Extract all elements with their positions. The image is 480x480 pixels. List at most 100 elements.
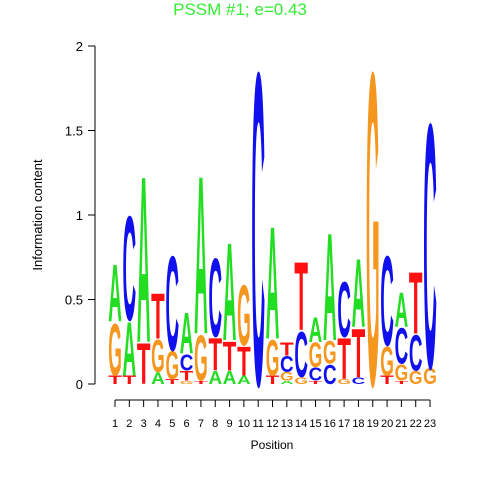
letter-glyph: T [180,368,195,383]
x-tick-label: 14 [295,418,307,430]
letter-glyph: T [165,378,179,386]
letter-glyph: T [294,242,308,351]
x-tick-label: 7 [198,418,204,430]
logo-letter: C [123,186,137,352]
letter-glyph: G [266,329,280,386]
letter-glyph: G [237,268,251,364]
logo-letter: G [366,0,380,480]
letter-glyph: G [366,0,380,480]
logo-letter: C [309,365,323,386]
letter-glyph: C [323,359,337,391]
logo-letter: G [423,364,437,390]
letter-glyph: A [194,129,208,382]
logo-letter: T [294,242,308,351]
letter-glyph: T [208,330,222,382]
x-tick-label: 12 [266,418,278,430]
logo-letter: C [337,267,351,355]
logo-letter: G [194,321,208,394]
letter-glyph: T [266,374,280,387]
letter-glyph: T [337,327,351,392]
y-tick-label: 1.5 [65,124,83,139]
letter-glyph: G [280,370,294,383]
logo-letter: A [208,368,222,389]
logo-letter: C [409,324,423,381]
x-tick-label: 11 [252,418,263,430]
logo-letter: G [309,335,323,375]
letter-glyph: A [208,368,222,389]
logo-letter: T [123,374,137,387]
letter-glyph: T [395,380,410,385]
letter-glyph: A [137,127,151,392]
letter-glyph: T [409,255,423,353]
logo-letter: G [409,368,423,389]
logo-letter: C [423,52,437,442]
logo-letter: A [280,380,295,385]
logo-letter: G [294,376,308,386]
logo-letter: G [380,338,394,385]
x-tick-label: 9 [226,418,232,430]
letter-glyph: C [208,236,222,361]
logo-letter: T [409,255,423,353]
logo-letter: C [294,318,308,391]
letter-glyph: C [380,230,394,373]
letter-glyph: C [165,229,179,380]
letter-glyph: A [352,238,366,347]
logo-letter: T [165,378,179,386]
logo-letter: T [237,338,251,385]
x-tick-label: 17 [338,418,350,430]
logo-letter: T [137,332,151,397]
letter-glyph: C [123,186,137,352]
logo-letter: T [180,368,195,383]
logo-letter: C [251,0,265,480]
letter-glyph: T [380,374,394,387]
letter-glyph: C [352,376,367,386]
logo-letter: T [337,327,351,392]
x-tick-label: 3 [141,418,147,430]
logo-letter: A [223,215,237,371]
letter-glyph: T [309,380,324,385]
letter-glyph: G [180,380,194,385]
letter-glyph: T [223,333,237,380]
logo-letter: C [395,317,409,374]
logo-letter: A [180,301,194,366]
letter-glyph: A [223,215,237,371]
logo-letter: C [352,376,367,386]
logo-letter: A [309,310,323,350]
logo-letter: A [266,195,280,374]
logo-letter: C [380,230,394,373]
letter-glyph: T [123,374,137,387]
letter-glyph: T [237,338,251,385]
letter-glyph: A [323,202,337,374]
logo-letter: A [352,238,366,347]
x-tick-label: 15 [309,418,321,430]
logo-letter: A [123,306,137,392]
logo-letter: G [108,309,122,392]
logo-letter: G [180,380,194,385]
logo-letter: G [165,344,179,388]
x-tick-label: 18 [352,418,364,430]
letter-glyph: A [223,368,237,389]
logo-letter: T [280,339,294,360]
logo-letter: T [395,380,410,385]
letter-glyph: G [294,376,308,386]
letter-glyph: C [395,317,409,374]
letter-glyph: T [280,339,294,360]
letter-glyph: T [352,313,366,392]
letter-glyph: C [337,267,351,355]
logo-letter: A [237,374,251,387]
letter-glyph: G [165,344,179,388]
y-tick-label: 0 [76,377,83,392]
letter-glyph: G [194,321,208,394]
logo-letter: A [223,368,237,389]
letter-glyph: A [395,282,409,338]
logo-letter: G [237,268,251,364]
letter-glyph: C [251,0,265,480]
x-tick-label: 10 [238,418,250,430]
x-axis-label: Position [251,438,294,452]
y-axis-label: Information content [30,159,45,271]
letter-glyph: C [280,353,294,379]
logo-letter: G [151,331,165,383]
x-tick-label: 23 [424,418,436,430]
logo-letter: G [323,335,337,372]
